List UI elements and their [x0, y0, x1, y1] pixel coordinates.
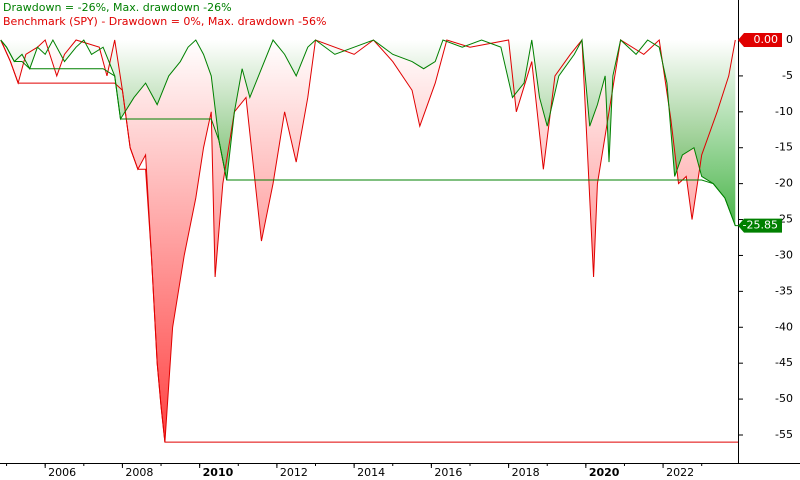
y-tick-label: -50 — [775, 392, 793, 405]
legend-entry: Drawdown = -26%, Max. drawdown -26% — [3, 1, 232, 14]
last-value-box — [738, 33, 782, 48]
max-drawdown-line — [0, 39, 738, 443]
y-tick-label: 0 — [786, 33, 793, 46]
drawdown-area — [0, 40, 736, 443]
y-tick-label: -35 — [775, 284, 793, 297]
x-tick-label: 2008 — [125, 466, 153, 479]
drawdown-line — [0, 38, 736, 226]
last-value-label: -25.85 — [743, 219, 778, 232]
y-tick-label: -45 — [775, 356, 793, 369]
x-tick-label: 2012 — [280, 466, 308, 479]
x-tick-label: 2016 — [434, 466, 462, 479]
drawdown-area — [0, 40, 736, 226]
last-value-label: 0.00 — [754, 33, 779, 46]
y-tick-label: -20 — [775, 177, 793, 190]
x-tick-label: 2020 — [589, 466, 620, 479]
x-tick-label: 2014 — [357, 466, 385, 479]
x-tick-label: 2018 — [512, 466, 540, 479]
max-drawdown-line — [0, 39, 738, 227]
drawdown-line — [0, 38, 736, 443]
x-tick-label: 2022 — [666, 466, 694, 479]
y-tick-label: -15 — [775, 141, 793, 154]
plot-area — [0, 38, 738, 443]
legend-entry: Benchmark (SPY) - Drawdown = 0%, Max. dr… — [3, 15, 326, 28]
y-tick-label: -10 — [775, 105, 793, 118]
x-tick-label: 2010 — [203, 466, 234, 479]
x-tick-label: 2006 — [48, 466, 76, 479]
y-tick-label: -5 — [782, 69, 793, 82]
y-tick-label: -55 — [775, 428, 793, 441]
y-tick-label: -30 — [775, 248, 793, 261]
last-value-box — [738, 218, 782, 233]
y-tick-label: -40 — [775, 320, 793, 333]
